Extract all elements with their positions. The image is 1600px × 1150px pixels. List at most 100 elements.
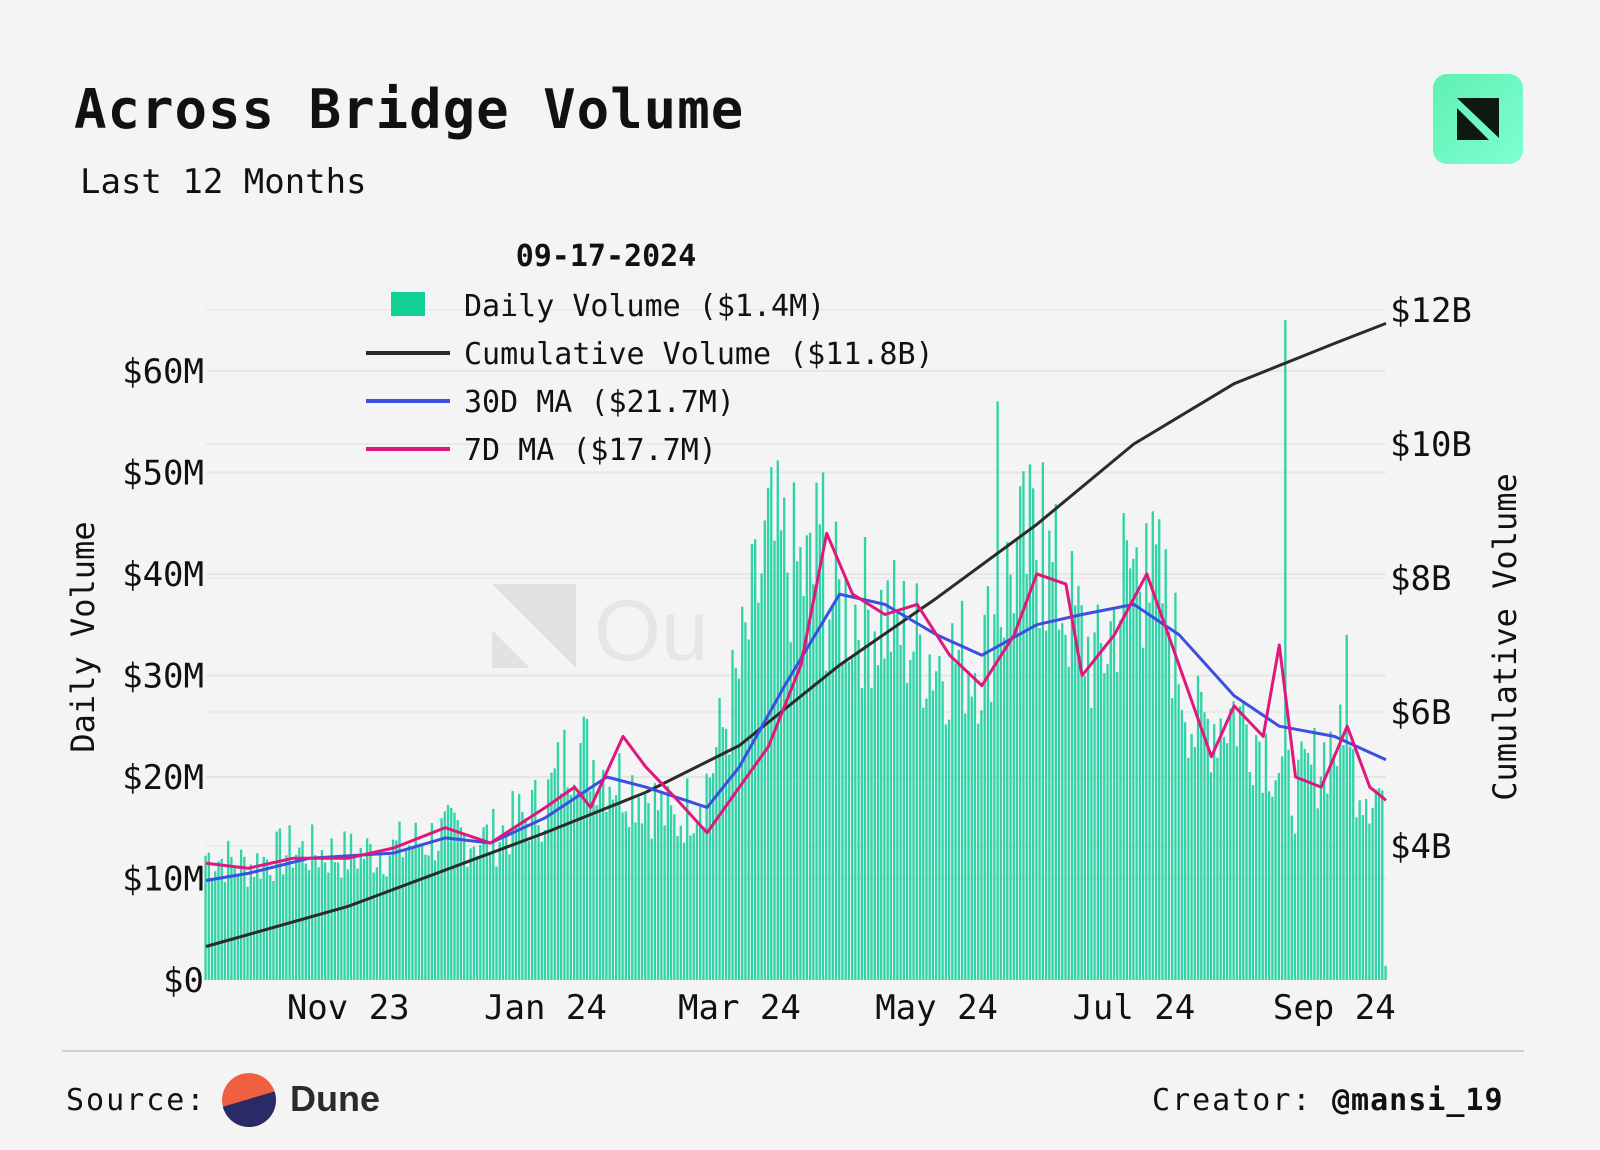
daily-volume-bar bbox=[314, 855, 317, 980]
daily-volume-bar bbox=[485, 824, 488, 980]
daily-volume-bar bbox=[951, 623, 954, 980]
daily-volume-bar bbox=[850, 657, 854, 980]
daily-volume-bar bbox=[427, 855, 430, 980]
daily-volume-bar bbox=[1196, 675, 1200, 980]
daily-volume-bar bbox=[372, 872, 375, 980]
daily-volume-bar bbox=[653, 783, 657, 980]
daily-volume-bar bbox=[640, 823, 644, 980]
daily-volume-bar bbox=[440, 818, 443, 980]
daily-volume-bar bbox=[734, 667, 737, 980]
legend-item-label: 30D MA ($21.7M) bbox=[464, 385, 735, 420]
daily-volume-bar bbox=[395, 840, 398, 980]
daily-volume-bar bbox=[1326, 793, 1329, 980]
daily-volume-bar bbox=[847, 661, 851, 980]
daily-volume-bar bbox=[1290, 815, 1293, 980]
creator-handle[interactable]: @mansi_19 bbox=[1332, 1083, 1504, 1118]
daily-volume-bar bbox=[679, 825, 682, 980]
daily-volume-bar bbox=[333, 862, 337, 980]
y2-tick-label: $10B bbox=[1390, 425, 1472, 465]
daily-volume-bar bbox=[317, 867, 320, 980]
daily-volume-bar bbox=[750, 543, 754, 980]
legend-date: 09-17-2024 bbox=[516, 239, 697, 274]
chart-title: Across Bridge Volume bbox=[74, 78, 745, 141]
daily-volume-bar bbox=[1148, 602, 1151, 980]
daily-volume-bar bbox=[1022, 471, 1025, 980]
daily-volume-bar bbox=[233, 866, 236, 980]
daily-volume-bar bbox=[598, 786, 602, 980]
daily-volume-bar bbox=[1080, 605, 1083, 980]
brand-logo-icon bbox=[1457, 98, 1499, 140]
daily-volume-bar bbox=[207, 852, 210, 980]
daily-volume-bar bbox=[1280, 756, 1284, 980]
daily-volume-bar bbox=[708, 777, 712, 980]
daily-volume-bar bbox=[744, 622, 747, 980]
daily-volume-bar bbox=[702, 826, 705, 980]
daily-volume-bar bbox=[1041, 462, 1045, 980]
daily-volume-bar bbox=[210, 877, 214, 980]
axes: $0 $10M $20M $30M $40M $50M $60M $4B $6B $8B $10B $… bbox=[64, 291, 1524, 1028]
daily-volume-bar bbox=[892, 559, 896, 980]
daily-volume-bar bbox=[543, 829, 547, 980]
daily-volume-bar bbox=[1209, 772, 1213, 980]
daily-volume-bar bbox=[896, 610, 899, 980]
daily-volume-bar bbox=[721, 727, 724, 980]
daily-volume-bar bbox=[986, 586, 990, 980]
daily-volume-bars bbox=[204, 320, 1387, 981]
daily-volume-bar bbox=[737, 678, 741, 980]
daily-volume-bar bbox=[1158, 519, 1161, 980]
daily-volume-bar bbox=[1206, 718, 1209, 980]
chart-subtitle: Last 12 Months bbox=[80, 162, 367, 202]
daily-volume-bar bbox=[488, 853, 492, 980]
daily-volume-bar bbox=[786, 572, 789, 980]
daily-volume-bar bbox=[1177, 684, 1180, 980]
daily-volume-bar bbox=[1116, 672, 1119, 980]
daily-volume-bar bbox=[799, 547, 802, 980]
ma30-line bbox=[205, 592, 1387, 882]
daily-volume-bar bbox=[1183, 722, 1187, 980]
daily-volume-bar bbox=[766, 487, 770, 980]
source-label: Source: bbox=[66, 1083, 207, 1118]
daily-volume-bar bbox=[928, 654, 931, 980]
daily-volume-bar bbox=[259, 878, 262, 980]
watermark: Ou bbox=[492, 583, 709, 679]
daily-volume-bar bbox=[1319, 776, 1323, 980]
daily-volume-bar bbox=[996, 401, 999, 980]
source-name: Dune bbox=[290, 1078, 380, 1119]
daily-volume-bar bbox=[227, 840, 230, 980]
daily-volume-bar bbox=[753, 539, 757, 980]
daily-volume-bar bbox=[469, 848, 472, 980]
daily-volume-bar bbox=[579, 743, 582, 980]
daily-volume-bar bbox=[214, 871, 217, 980]
daily-volume-bar bbox=[1193, 747, 1196, 980]
daily-volume-bar bbox=[918, 634, 922, 980]
daily-volume-bar bbox=[385, 876, 388, 980]
daily-volume-bar bbox=[669, 805, 673, 980]
daily-volume-bar bbox=[1293, 833, 1297, 980]
y-tick-label: $10M bbox=[122, 859, 204, 899]
daily-volume-bar bbox=[1255, 735, 1258, 980]
daily-volume-bar bbox=[860, 688, 863, 980]
x-tick-label: Jul 24 bbox=[1072, 988, 1195, 1028]
daily-volume-bar bbox=[1242, 701, 1245, 980]
daily-volume-bar bbox=[1119, 619, 1122, 980]
daily-volume-bar bbox=[472, 846, 476, 980]
legend-item-label: 7D MA ($17.7M) bbox=[464, 433, 717, 468]
daily-volume-bar bbox=[1187, 757, 1190, 980]
x-tick-label: Mar 24 bbox=[678, 988, 801, 1028]
daily-volume-bar bbox=[411, 847, 414, 980]
daily-volume-bar bbox=[550, 772, 553, 980]
daily-volume-bar bbox=[660, 792, 663, 980]
daily-volume-bar bbox=[1377, 788, 1381, 980]
daily-volume-bar bbox=[1358, 800, 1361, 980]
daily-volume-bar bbox=[1067, 666, 1070, 980]
daily-volume-bar bbox=[307, 870, 311, 980]
daily-volume-bar bbox=[1203, 712, 1206, 980]
daily-volume-bar bbox=[602, 769, 605, 980]
daily-volume-bar bbox=[1271, 796, 1274, 980]
daily-volume-bar bbox=[663, 825, 666, 980]
daily-volume-bar bbox=[408, 845, 411, 980]
daily-volume-bar bbox=[938, 656, 941, 980]
daily-volume-bar bbox=[453, 812, 456, 980]
daily-volume-bar bbox=[989, 701, 993, 980]
daily-volume-bar bbox=[1371, 808, 1374, 980]
